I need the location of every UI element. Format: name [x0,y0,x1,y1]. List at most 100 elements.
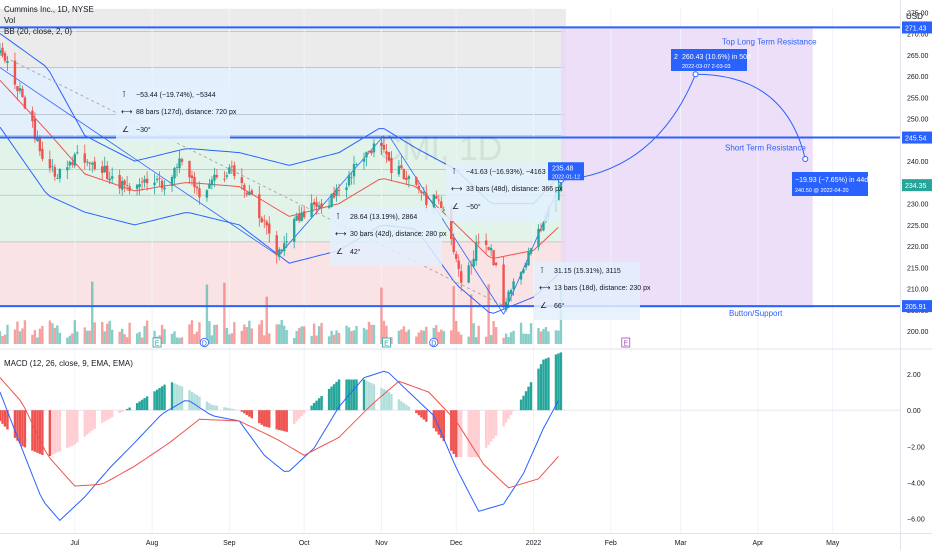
candle[interactable] [140,181,144,183]
candle[interactable] [163,187,166,190]
macd-title[interactable]: MACD (12, 26, close, 9, EMA, EMA) [4,359,133,368]
macd-histogram-bar[interactable] [91,410,94,431]
macd-histogram-bar[interactable] [327,388,331,411]
macd-histogram-bar[interactable] [68,410,72,447]
forecast[interactable]: 235.48 2022-01-12 2 260.43 (10.6%) in 50d 20… [152,49,868,348]
candle[interactable] [83,153,86,163]
macd-histogram-bar[interactable] [365,380,368,411]
macd-histogram-bar[interactable] [0,410,2,422]
candle[interactable] [123,180,126,185]
price-label-box[interactable] [902,131,932,144]
macd-histogram-bar[interactable] [71,410,74,446]
candle[interactable] [278,249,281,257]
macd-histogram-bar[interactable] [487,410,490,445]
dividend-marker[interactable] [199,337,210,348]
macd-histogram-bar[interactable] [469,410,473,458]
candle[interactable] [228,167,231,174]
macd-histogram-bar[interactable] [180,386,184,411]
candle[interactable] [233,165,236,177]
macd-histogram-bar[interactable] [504,410,508,423]
candle[interactable] [315,202,318,207]
candle[interactable] [320,203,323,208]
macd-histogram-bar[interactable] [312,402,316,411]
macd-histogram-bar[interactable] [297,410,301,419]
candle[interactable] [440,201,443,210]
candle[interactable] [400,165,403,169]
candle[interactable] [537,228,540,248]
macd-histogram-bar[interactable] [41,410,44,455]
bb-label[interactable]: BB (20, close, 2, 0) [4,27,72,36]
macd-histogram-bar[interactable] [529,382,533,411]
macd-histogram-bar[interactable] [245,410,249,416]
macd-histogram-bar[interactable] [415,410,418,414]
candle[interactable] [101,166,104,173]
candle[interactable] [58,169,62,179]
macd-histogram-bar[interactable] [355,379,358,411]
level-label-top[interactable]: Top Long Term Resistance [722,37,817,46]
macd-histogram-bar[interactable] [335,381,338,411]
macd-histogram-bar[interactable] [108,410,111,419]
candle[interactable] [292,219,296,242]
measure-box[interactable] [330,208,442,266]
candle[interactable] [420,191,423,193]
bb-basis[interactable] [0,79,559,259]
macd-histogram-bar[interactable] [248,410,251,417]
macd-histogram-bar[interactable] [21,410,24,447]
candle[interactable] [397,165,401,175]
macd-histogram-bar[interactable] [317,398,321,411]
macd-histogram-bar[interactable] [278,410,281,431]
forecast-point[interactable] [802,155,809,162]
macd-histogram-bar[interactable] [292,410,296,424]
signal-line[interactable] [0,377,559,489]
macd-histogram-bar[interactable] [507,410,510,419]
candle[interactable] [190,175,194,179]
candle[interactable] [21,88,24,98]
candle[interactable] [275,235,278,256]
candle[interactable] [469,264,473,266]
candle[interactable] [442,209,445,211]
candle[interactable] [205,190,209,198]
macd-histogram-bar[interactable] [125,408,129,411]
macd-histogram-bar[interactable] [370,383,373,411]
candle[interactable] [280,249,283,251]
candle[interactable] [53,167,57,177]
macd-histogram-bar[interactable] [36,410,39,453]
macd-histogram-bar[interactable] [195,395,199,411]
candle[interactable] [3,53,7,61]
level-label-support[interactable]: Button/Support [729,309,783,318]
candle[interactable] [435,196,438,199]
macd-histogram-bar[interactable] [110,410,114,418]
macd-histogram-bar[interactable] [455,410,458,458]
macd-histogram-bar[interactable] [457,410,460,458]
macd-histogram-bar[interactable] [128,407,131,411]
fib-band[interactable] [0,8,566,32]
macd-histogram-bar[interactable] [120,410,124,412]
candle[interactable] [210,179,214,186]
candle[interactable] [407,176,411,179]
macd-histogram-bar[interactable] [367,381,371,411]
candle[interactable] [213,174,216,181]
candle[interactable] [1,47,4,56]
candle[interactable] [390,158,393,174]
macd-histogram-bar[interactable] [143,398,146,411]
candle[interactable] [223,178,226,180]
candle[interactable] [425,192,428,205]
macd-histogram-bar[interactable] [450,410,453,451]
candle[interactable] [195,186,199,189]
macd-histogram-bar[interactable] [33,410,37,452]
fib-band[interactable] [0,67,566,115]
macd-histogram-bar[interactable] [3,410,7,427]
macd-histogram-bar[interactable] [280,410,283,431]
trend-line[interactable] [0,67,277,256]
macd-histogram-bar[interactable] [153,391,156,411]
candle[interactable] [143,179,146,183]
candle[interactable] [258,194,261,219]
candle[interactable] [193,176,196,188]
candle[interactable] [188,160,191,178]
macd-histogram-bar[interactable] [240,410,244,412]
candle[interactable] [484,240,488,245]
macd-histogram-bar[interactable] [188,390,191,411]
macd-histogram-bar[interactable] [88,410,91,433]
price-label-box[interactable] [902,300,932,313]
candle[interactable] [432,194,435,207]
